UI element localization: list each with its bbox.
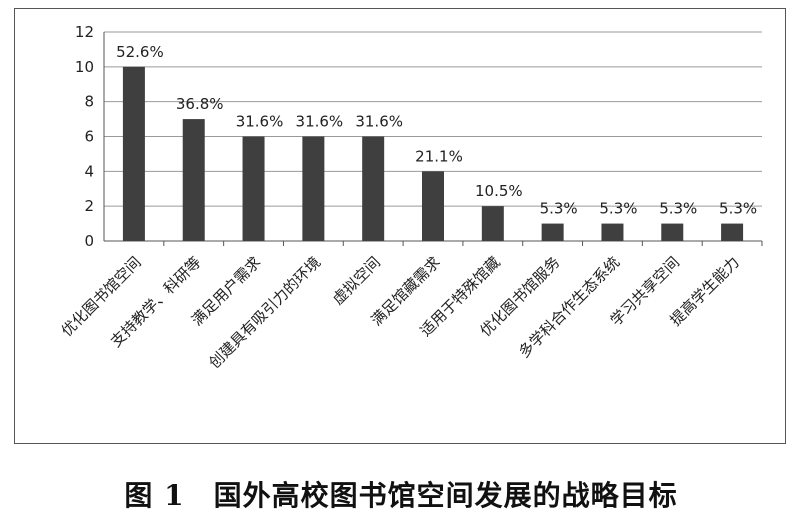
bar	[242, 136, 265, 241]
y-tick-label: 8	[84, 93, 94, 111]
bar-chart: 02468101252.6%优化图书馆空间36.8%支持教学、科研等31.6%满…	[58, 23, 763, 372]
bar	[362, 136, 385, 241]
data-label: 10.5%	[475, 182, 523, 200]
data-label: 52.6%	[116, 43, 164, 61]
category-label: 多学科合作生态系统	[515, 253, 623, 361]
y-tick-label: 6	[84, 128, 94, 146]
data-label: 21.1%	[415, 147, 463, 165]
category-label: 创建具有吸引力的环境	[205, 253, 324, 372]
data-label: 5.3%	[659, 200, 697, 218]
data-label: 31.6%	[296, 113, 344, 131]
y-tick-label: 0	[84, 232, 94, 250]
y-tick-label: 2	[84, 197, 94, 215]
figure-caption: 图 1 国外高校图书馆空间发展的战略目标	[124, 479, 678, 512]
data-label: 31.6%	[236, 113, 284, 131]
bar	[661, 223, 684, 241]
bar	[302, 136, 325, 241]
data-label: 31.6%	[355, 113, 403, 131]
bar	[541, 223, 564, 241]
bar	[422, 171, 444, 241]
bar	[601, 223, 624, 241]
bar	[481, 206, 504, 241]
data-label: 5.3%	[719, 200, 757, 218]
data-label: 5.3%	[540, 200, 578, 218]
bar	[122, 66, 145, 241]
bar	[721, 223, 744, 241]
data-label: 36.8%	[176, 95, 224, 113]
y-tick-label: 4	[84, 162, 94, 180]
category-label: 虚拟空间	[329, 253, 384, 308]
data-label: 5.3%	[599, 200, 637, 218]
bar	[182, 119, 205, 241]
y-tick-label: 12	[75, 23, 94, 41]
y-tick-label: 10	[75, 58, 94, 76]
